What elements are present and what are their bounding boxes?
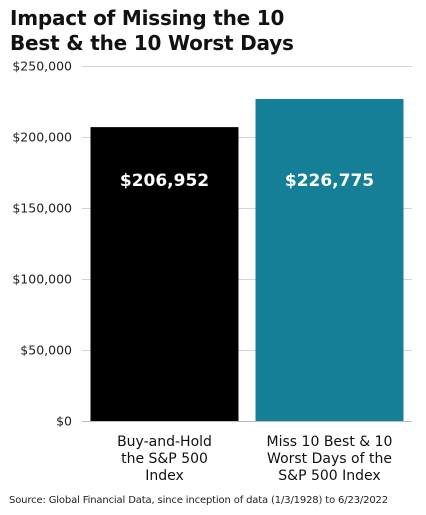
bar-0 (90, 127, 239, 421)
y-axis-labels: $0 $50,000 $100,000 $150,000 $200,000 $250,00… (12, 59, 72, 429)
x-category-label: the S&P 500 (121, 451, 208, 467)
data-label-0: $206,952 (120, 171, 209, 191)
bar-1 (255, 98, 404, 422)
x-category-label: Worst Days of the (267, 451, 392, 467)
data-labels: $206,952 $226,775 (120, 171, 374, 191)
chart-title-line-1: Impact of Missing the 10 (10, 6, 285, 30)
y-tick-label: $200,000 (12, 130, 72, 145)
x-category-label: S&P 500 Index (278, 468, 380, 484)
y-tick-label: $50,000 (20, 343, 72, 358)
x-category-label: Index (145, 468, 184, 484)
bars (90, 98, 404, 422)
data-label-1: $226,775 (285, 171, 374, 191)
x-category-label: Miss 10 Best & 10 (267, 434, 393, 450)
chart-title: Impact of Missing the 10 Best & the 10 W… (10, 6, 420, 56)
y-tick-label: $0 (56, 414, 72, 429)
source-note: Source: Global Financial Data, since inc… (9, 495, 388, 506)
chart-title-line-2: Best & the 10 Worst Days (10, 31, 294, 55)
y-tick-label: $150,000 (12, 201, 72, 216)
y-tick-label: $100,000 (12, 272, 72, 287)
y-tick-label: $250,000 (12, 59, 72, 74)
x-category-label: Buy-and-Hold (117, 434, 212, 450)
